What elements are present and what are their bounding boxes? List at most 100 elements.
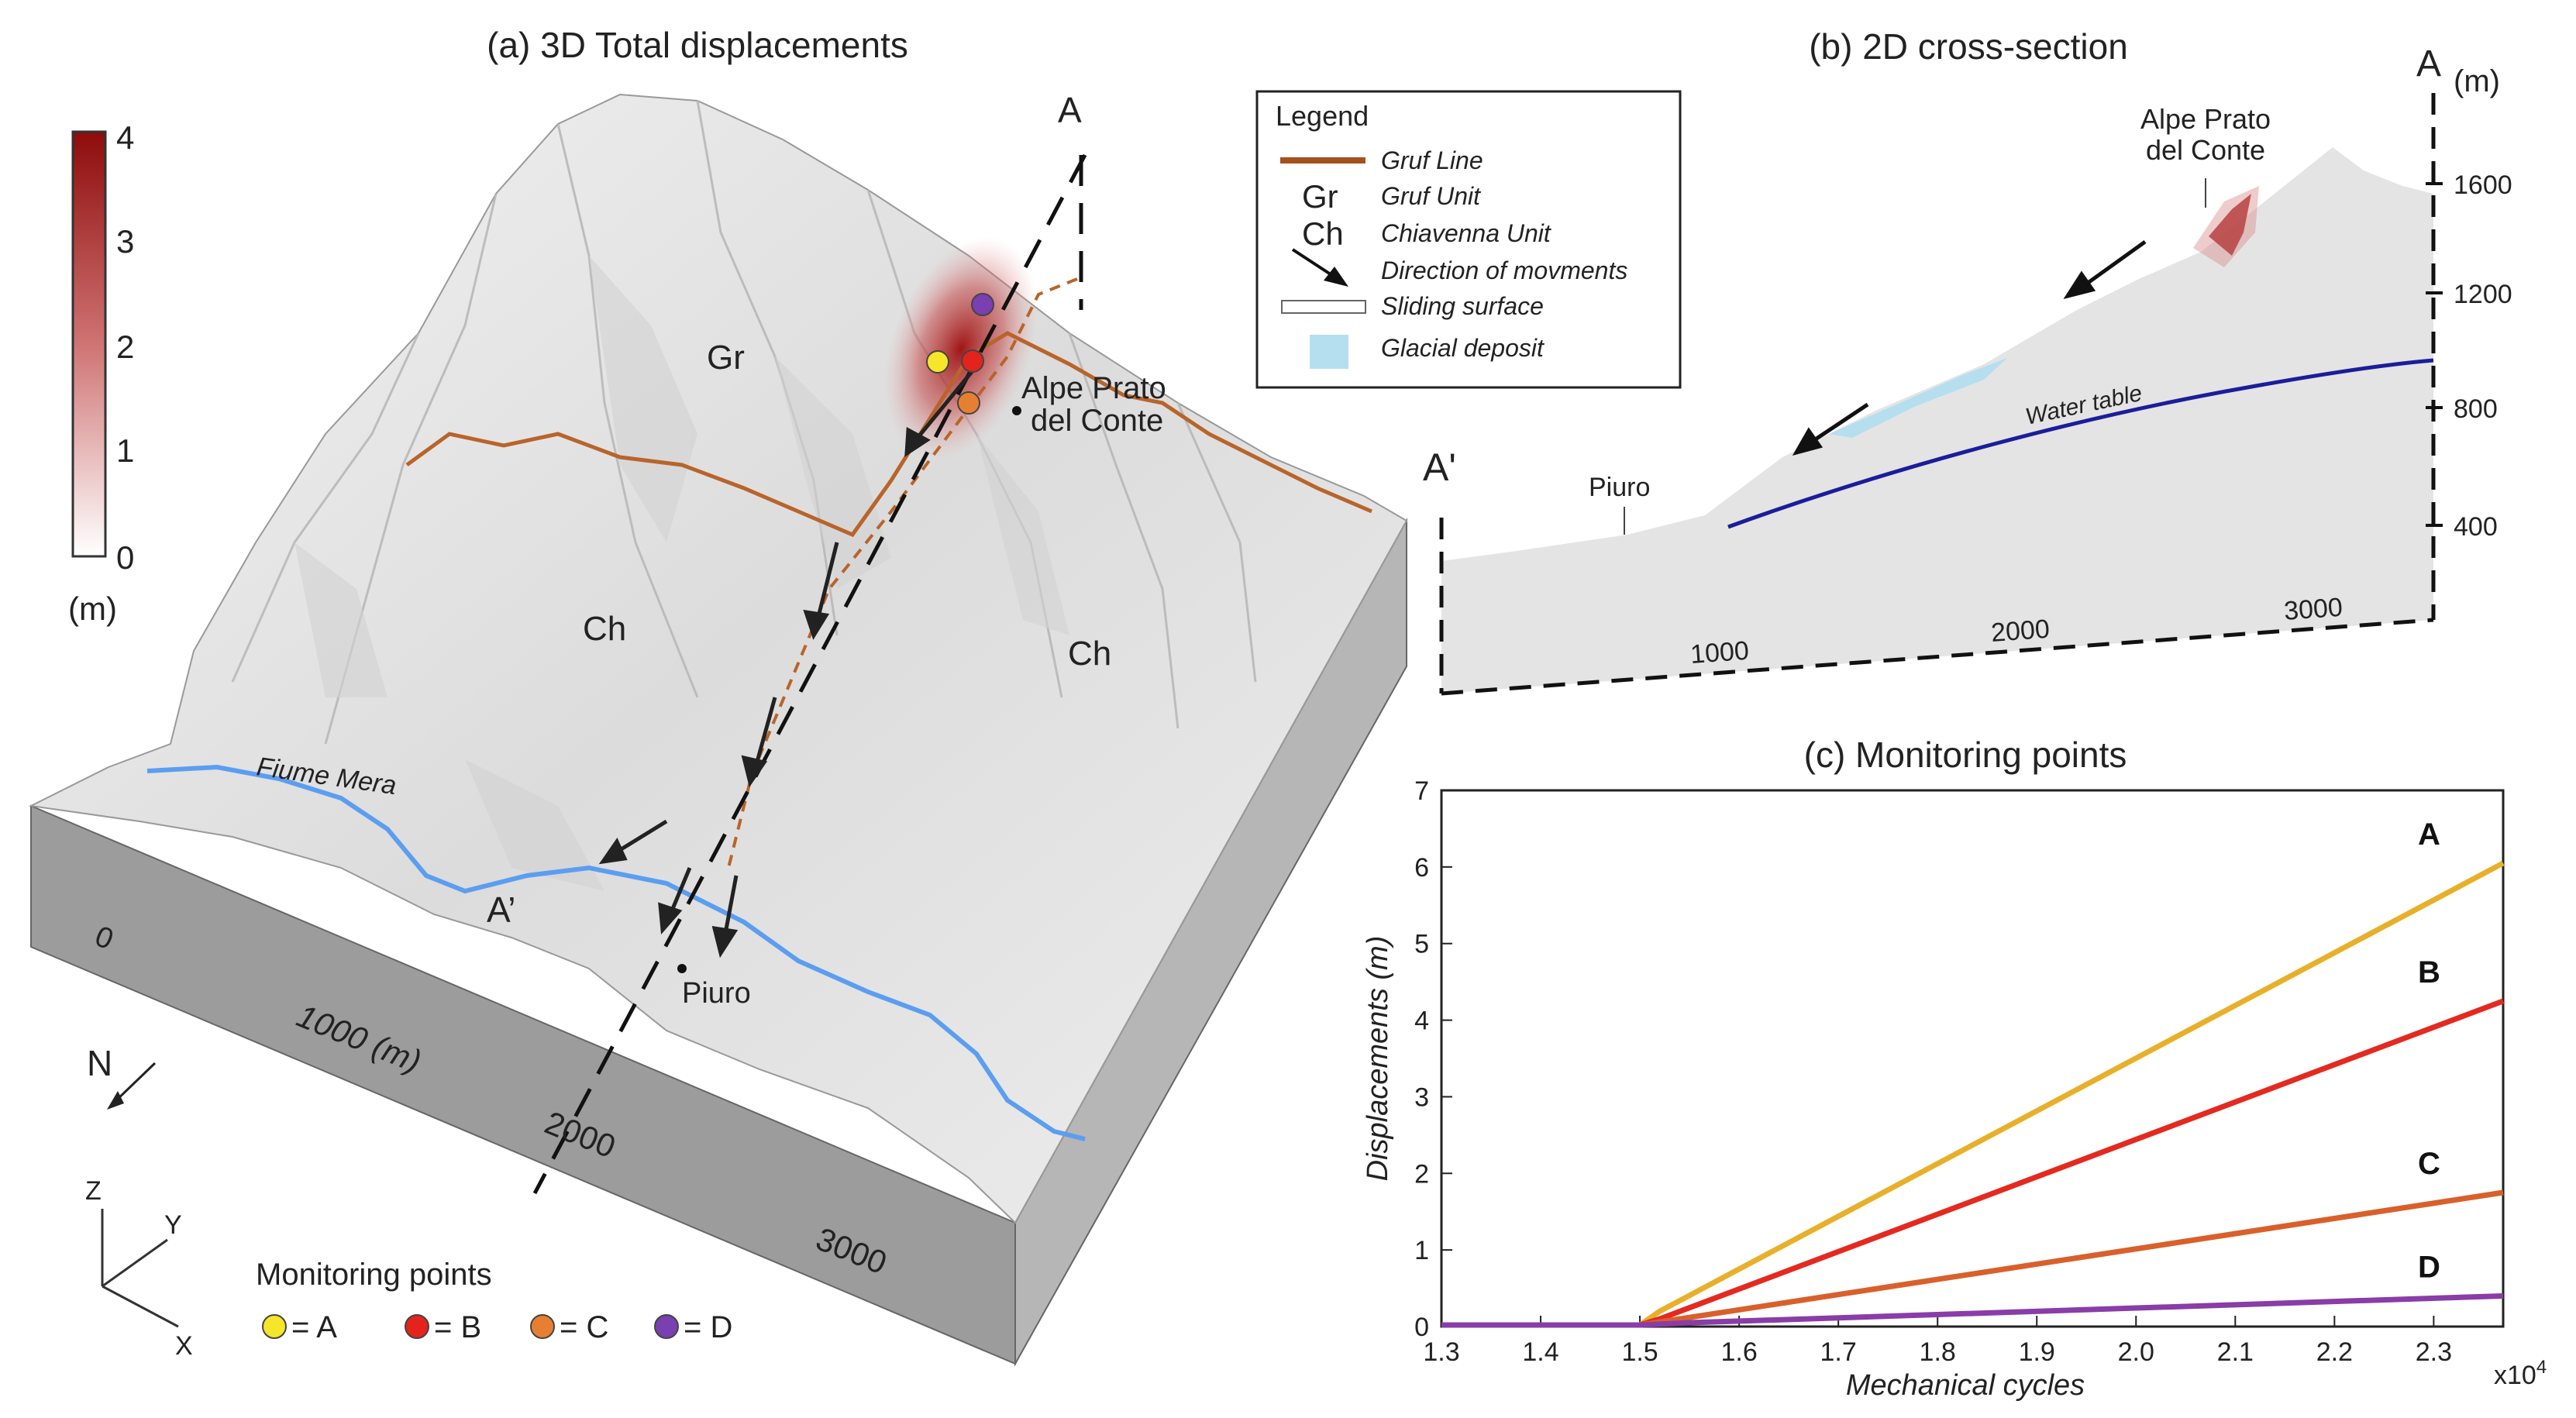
series-line-d bbox=[1441, 1292, 2504, 1328]
legend-label: Gruf Line bbox=[1381, 146, 1483, 174]
section-piuro-label: Piuro bbox=[1589, 473, 1650, 502]
monitoring-legend-swatch-c bbox=[530, 1314, 555, 1339]
y-tick-label: 1 bbox=[1414, 1236, 1429, 1265]
x-tick-label: 1.4 bbox=[1522, 1337, 1558, 1367]
alpe-prato-label-2: del Conte bbox=[1031, 404, 1163, 438]
movement-arrows bbox=[598, 363, 980, 959]
series-line-a bbox=[1441, 860, 2505, 1328]
chart-plot-area bbox=[1440, 789, 2505, 1328]
monitoring-point-d[interactable] bbox=[971, 293, 994, 316]
section-alpe-prato-label-1: Alpe Prato bbox=[2140, 103, 2271, 135]
x-tick-label: 1.6 bbox=[1720, 1337, 1757, 1367]
monitoring-point-b[interactable] bbox=[961, 349, 984, 373]
panel-a-title: (a) 3D Total displacements bbox=[487, 25, 908, 65]
chart-y-label: Displacements (m) bbox=[1362, 936, 1394, 1182]
colorbar-gradient bbox=[71, 130, 107, 558]
section-b-a-label: A bbox=[2416, 43, 2441, 84]
series-label-a: A bbox=[2418, 817, 2440, 852]
colorbar: 4 3 2 1 0 (m) bbox=[68, 119, 134, 627]
x-tick-label: 1.9 bbox=[2019, 1337, 2055, 1367]
monitoring-legend-swatch-b bbox=[405, 1314, 429, 1339]
chart-title: (c) Monitoring points bbox=[1804, 735, 2127, 775]
section-alpe-prato-label-2: del Conte bbox=[2146, 134, 2265, 166]
distance-tick-label: 3000 bbox=[2283, 593, 2344, 626]
water-table bbox=[1727, 358, 2434, 529]
x-tick-label: 1.3 bbox=[1423, 1337, 1459, 1367]
legend-sliding-surface-swatch bbox=[1281, 300, 1366, 314]
terrain-valleys bbox=[294, 256, 1069, 891]
terrain-surface bbox=[28, 93, 1408, 1224]
section-line bbox=[532, 153, 1087, 1195]
monitoring-legend-label: = D bbox=[684, 1310, 732, 1344]
axis-y-label: Y bbox=[164, 1210, 182, 1240]
x-tick-label: 2.1 bbox=[2217, 1337, 2254, 1367]
monitoring-legend: = A = B = C = D bbox=[262, 1310, 732, 1344]
cross-section-displacement bbox=[2209, 194, 2251, 256]
sliding-trace-dashed bbox=[727, 277, 1078, 869]
monitoring-legend-label: = A bbox=[291, 1310, 337, 1344]
y-tick-label: 7 bbox=[1414, 776, 1429, 806]
monitoring-legend-label: = C bbox=[560, 1310, 608, 1344]
series-label-d: D bbox=[2418, 1250, 2440, 1284]
elevation-tick-label: 400 bbox=[2454, 512, 2498, 542]
panel-a-3d-displacements: (a) 3D Total displacements 4 3 2 1 0 (m) bbox=[28, 25, 1408, 1367]
chart-x-ticks: 1.3 1.4 1.5 1.6 1.7 1.8 1.9 2.0 2.1 2.2 2.3 bbox=[1423, 1316, 2452, 1367]
section-b-a-prime-label: A' bbox=[1423, 446, 1456, 489]
legend-label: Chiavenna Unit bbox=[1381, 219, 1551, 247]
legend-symbol-ch: Ch bbox=[1302, 215, 1344, 252]
section-a-label: A bbox=[1058, 90, 1082, 130]
legend-label: Gruf Unit bbox=[1381, 182, 1481, 210]
legend-symbol-gr: Gr bbox=[1302, 178, 1338, 215]
cross-section-body bbox=[1441, 147, 2433, 694]
unit-label-ch: Ch bbox=[583, 610, 626, 648]
y-tick-label: 0 bbox=[1414, 1313, 1429, 1342]
cross-section-displacement-halo bbox=[2193, 186, 2259, 267]
unit-label-ch: Ch bbox=[1068, 635, 1111, 673]
chart-exponent: x104 bbox=[2494, 1357, 2547, 1390]
elevation-tick-label: 800 bbox=[2454, 394, 2498, 424]
alpe-prato-marker bbox=[1012, 406, 1021, 415]
xyz-axes-icon bbox=[101, 1209, 179, 1328]
x-tick-label: 1.5 bbox=[1621, 1337, 1658, 1367]
unit-label-gr: Gr bbox=[707, 339, 745, 377]
piuro-label: Piuro bbox=[682, 977, 751, 1010]
x-tick-label: 2.0 bbox=[2118, 1337, 2154, 1367]
legend-title: Legend bbox=[1276, 100, 1369, 132]
cross-section-arrows bbox=[1792, 239, 2147, 456]
colorbar-tick: 0 bbox=[116, 539, 134, 576]
y-tick-label: 2 bbox=[1414, 1159, 1429, 1189]
distance-tick-label: 2000 bbox=[1990, 614, 2051, 648]
colorbar-tick: 4 bbox=[116, 119, 134, 156]
colorbar-tick: 3 bbox=[116, 223, 134, 260]
x-tick-label: 2.3 bbox=[2416, 1337, 2452, 1367]
monitoring-point-a[interactable] bbox=[926, 350, 949, 373]
monitoring-point-c[interactable] bbox=[957, 391, 980, 415]
chart-x-label: Mechanical cycles bbox=[1846, 1369, 2085, 1402]
chart-y-ticks: 0 1 2 3 4 5 6 7 bbox=[1414, 776, 1452, 1342]
legend-glacial-swatch bbox=[1310, 335, 1348, 369]
north-label: N bbox=[87, 1043, 112, 1083]
north-arrow: N bbox=[87, 1043, 157, 1110]
panel-b-cross-section: (b) 2D cross-section Water table 1600 12… bbox=[1423, 26, 2512, 696]
panel-c-monitoring-chart: (c) Monitoring points 0 1 2 3 4 5 6 7 1.3 1.4 1.5… bbox=[1362, 735, 2547, 1402]
panel-b-title: (b) 2D cross-section bbox=[1809, 26, 2128, 67]
section-a-prime-label: A’ bbox=[487, 890, 516, 930]
section-base bbox=[1441, 618, 2434, 696]
alpe-prato-label-1: Alpe Prato bbox=[1021, 371, 1166, 405]
legend-label: Direction of movments bbox=[1381, 256, 1627, 284]
legend-label: Sliding surface bbox=[1381, 292, 1544, 320]
monitoring-legend-swatch-d bbox=[654, 1314, 679, 1339]
x-tick-label: 1.7 bbox=[1820, 1337, 1857, 1367]
legend-box: Legend Gruf Line Gr Gruf Unit Ch Chiaven… bbox=[1255, 90, 1682, 389]
legend-arrow-icon bbox=[1291, 248, 1348, 287]
monitoring-legend-swatch-a bbox=[262, 1314, 287, 1339]
axis-x-label: X bbox=[175, 1331, 193, 1361]
axis-z-label: Z bbox=[85, 1176, 102, 1206]
elevation-ticks bbox=[2426, 182, 2443, 527]
piuro-marker bbox=[677, 964, 687, 973]
x-tick-label: 2.2 bbox=[2316, 1337, 2353, 1367]
series-label-b: B bbox=[2418, 955, 2440, 990]
colorbar-tick: 2 bbox=[116, 329, 134, 365]
series-label-c: C bbox=[2418, 1147, 2440, 1181]
chart-series: A B C D bbox=[1441, 817, 2505, 1328]
